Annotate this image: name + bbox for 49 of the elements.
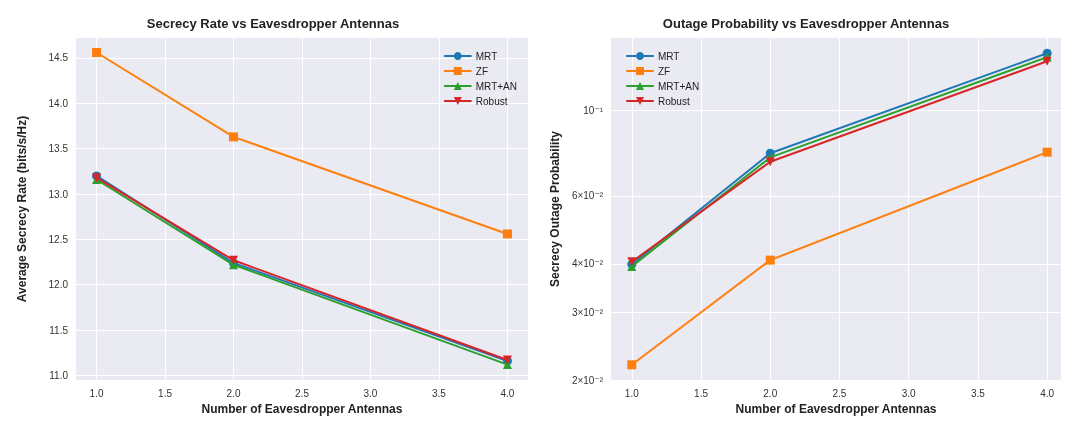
point bbox=[1042, 147, 1052, 157]
y-tick-label: 3×10⁻² bbox=[571, 306, 604, 318]
point bbox=[502, 229, 512, 239]
y-tick-label: 2×10⁻² bbox=[571, 374, 604, 386]
x-tick-label: 2.0 bbox=[226, 387, 241, 399]
point bbox=[1042, 56, 1052, 66]
y-tick-label: 11.5 bbox=[49, 324, 69, 336]
legend-label: MRT bbox=[475, 50, 498, 62]
x-tick-label: 1.0 bbox=[624, 387, 640, 399]
x-tick-label: 2.5 bbox=[832, 387, 847, 399]
x-tick-label: 1.5 bbox=[158, 387, 173, 399]
legend-label: Robust bbox=[658, 95, 690, 107]
y-tick-label: 12.5 bbox=[48, 233, 69, 245]
y-tick-label: 6×10⁻² bbox=[571, 190, 604, 202]
x-tick-label: 3.0 bbox=[363, 387, 378, 399]
y-axis-title: Average Secrecy Rate (bits/s/Hz) bbox=[15, 115, 29, 303]
x-axis-title: Number of Eavesdropper Antennas bbox=[735, 401, 937, 416]
legend-label: ZF bbox=[658, 65, 671, 77]
y-tick-label: 11.0 bbox=[49, 369, 69, 381]
x-tick-label: 4.0 bbox=[1040, 387, 1055, 399]
x-tick-label: 3.0 bbox=[901, 387, 917, 399]
y-tick-label: 12.0 bbox=[48, 279, 69, 291]
x-tick-label: 2.0 bbox=[763, 387, 778, 399]
x-tick-label: 2.5 bbox=[295, 387, 310, 399]
x-tick-label: 1.0 bbox=[89, 387, 104, 399]
x-tick-label: 3.5 bbox=[970, 387, 986, 399]
point bbox=[765, 157, 775, 167]
y-tick-label: 4×10⁻² bbox=[571, 258, 604, 270]
legend-label: MRT+AN bbox=[475, 80, 518, 92]
point bbox=[229, 132, 239, 142]
y-axis-title: Secrecy Outage Probability bbox=[548, 130, 562, 288]
x-tick-label: 4.0 bbox=[500, 387, 515, 399]
legend-label: MRT bbox=[658, 50, 680, 62]
y-tick-label: 13.0 bbox=[48, 188, 69, 200]
x-tick-label: 3.5 bbox=[432, 387, 447, 399]
y-tick-label: 10⁻¹ bbox=[583, 104, 604, 116]
chart-title: Outage Probability vs Eavesdropper Antennas bbox=[662, 16, 950, 31]
legend-label: Robust bbox=[475, 95, 508, 107]
point bbox=[627, 360, 637, 370]
point bbox=[92, 48, 102, 58]
y-tick-label: 14.0 bbox=[48, 97, 69, 109]
legend-label: MRT+AN bbox=[658, 80, 700, 92]
y-tick-label: 14.5 bbox=[48, 52, 69, 64]
x-axis-title: Number of Eavesdropper Antennas bbox=[201, 401, 403, 416]
chart-title: Secrecy Rate vs Eavesdropper Antennas bbox=[146, 16, 400, 31]
point bbox=[765, 255, 775, 265]
y-tick-label: 13.5 bbox=[48, 143, 69, 155]
x-tick-label: 1.5 bbox=[694, 387, 709, 399]
legend-label: ZF bbox=[475, 65, 489, 77]
